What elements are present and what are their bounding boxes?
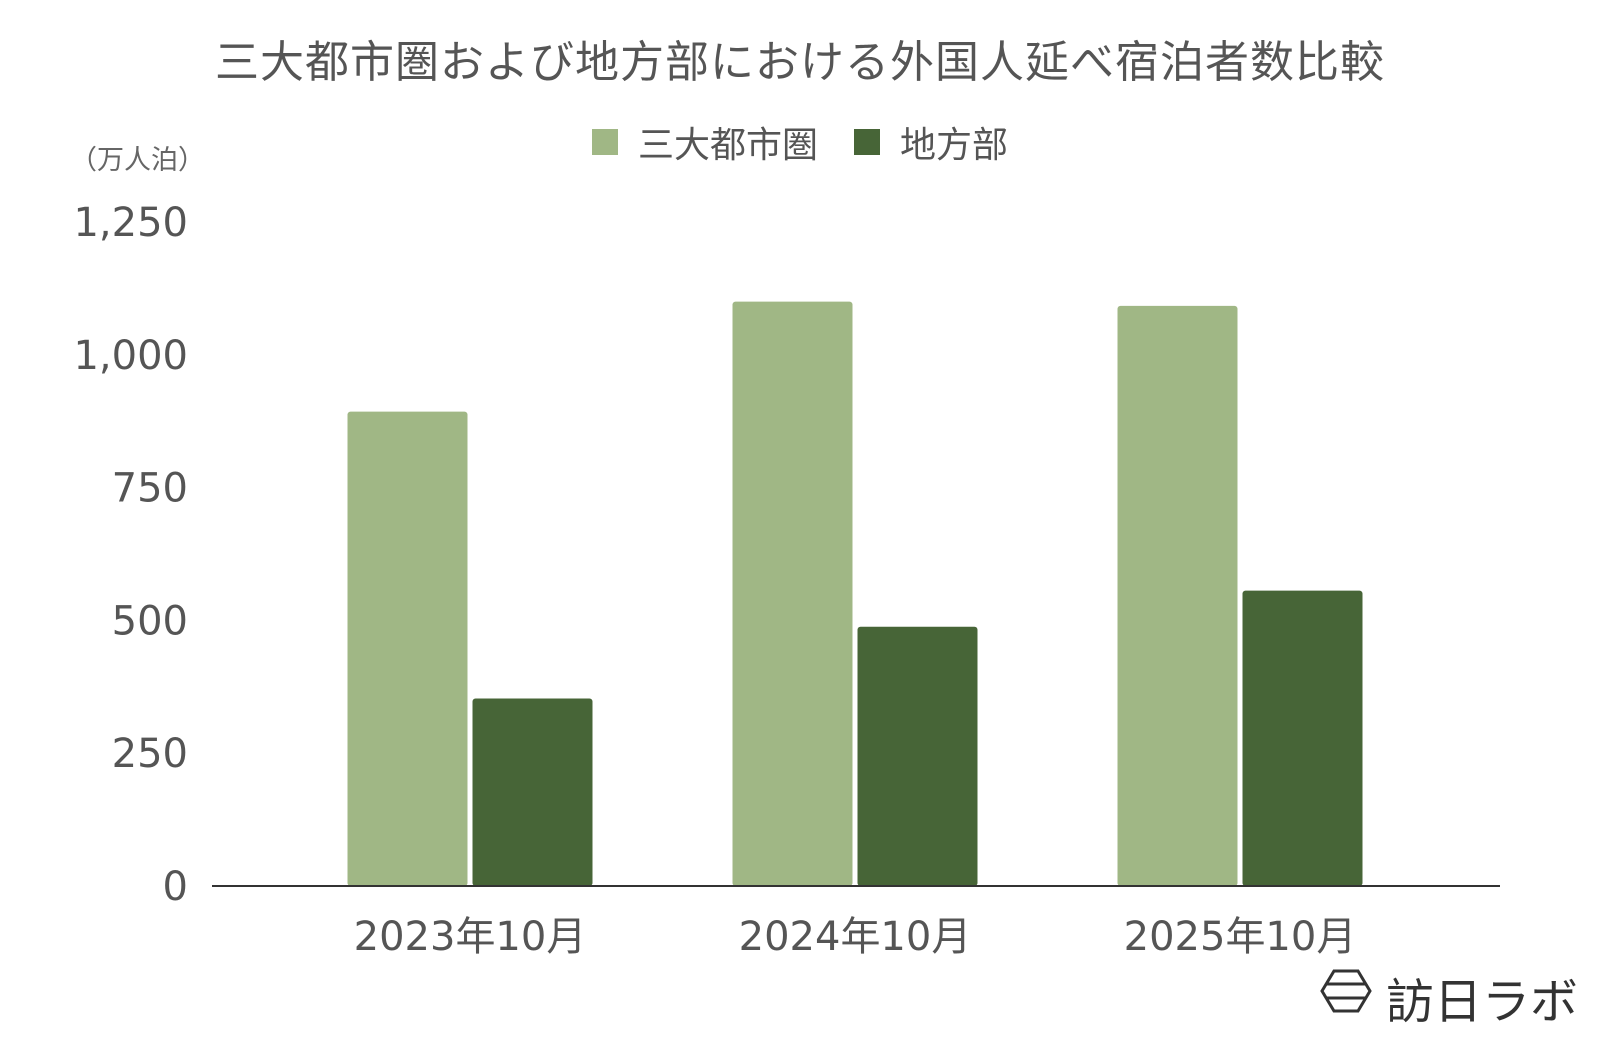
x-tick-label: 2024年10月 [739, 914, 972, 960]
legend-swatch-series-2 [854, 129, 880, 155]
bars-group [347, 301, 1363, 887]
bar-series-2-3 [1242, 590, 1363, 886]
watermark-text: 訪日ラボ [1385, 974, 1578, 1030]
bar-series-1-1 [347, 411, 468, 886]
y-tick-label: 750 [112, 466, 188, 512]
y-tick-label: 1,250 [73, 200, 188, 246]
bar-series-1-3 [1117, 305, 1238, 887]
hexagon-logo-icon [1320, 968, 1372, 1026]
y-axis-unit-label: （万人泊） [70, 145, 205, 176]
chart-legend: 三大都市圏 地方部 [0, 116, 1600, 168]
y-tick-label: 500 [112, 598, 188, 644]
bar-series-2-2 [857, 626, 978, 886]
x-tick-label: 2023年10月 [354, 914, 587, 960]
y-tick-label: 1,000 [73, 333, 188, 379]
bar-series-1-2 [732, 301, 853, 886]
x-tick-label: 2025年10月 [1124, 914, 1357, 960]
legend-item-series-1: 三大都市圏 [591, 116, 818, 168]
legend-label-series-1: 三大都市圏 [637, 125, 818, 166]
legend-swatch-series-1 [591, 129, 618, 155]
legend-item-series-2: 地方部 [854, 116, 1008, 168]
legend-label-series-2: 地方部 [900, 125, 1009, 166]
chart-title: 三大都市圏および地方部における外国人延べ宿泊者数比較 [215, 37, 1385, 88]
y-axis: 0 250 500 750 1,000 1,250 [73, 200, 188, 910]
bar-series-2-1 [472, 698, 593, 886]
watermark: 訪日ラボ [1320, 962, 1578, 1032]
x-axis: 2023年10月 2024年10月 2025年10月 [212, 885, 1500, 960]
y-tick-label: 250 [112, 731, 188, 777]
y-tick-label: 0 [163, 864, 188, 910]
